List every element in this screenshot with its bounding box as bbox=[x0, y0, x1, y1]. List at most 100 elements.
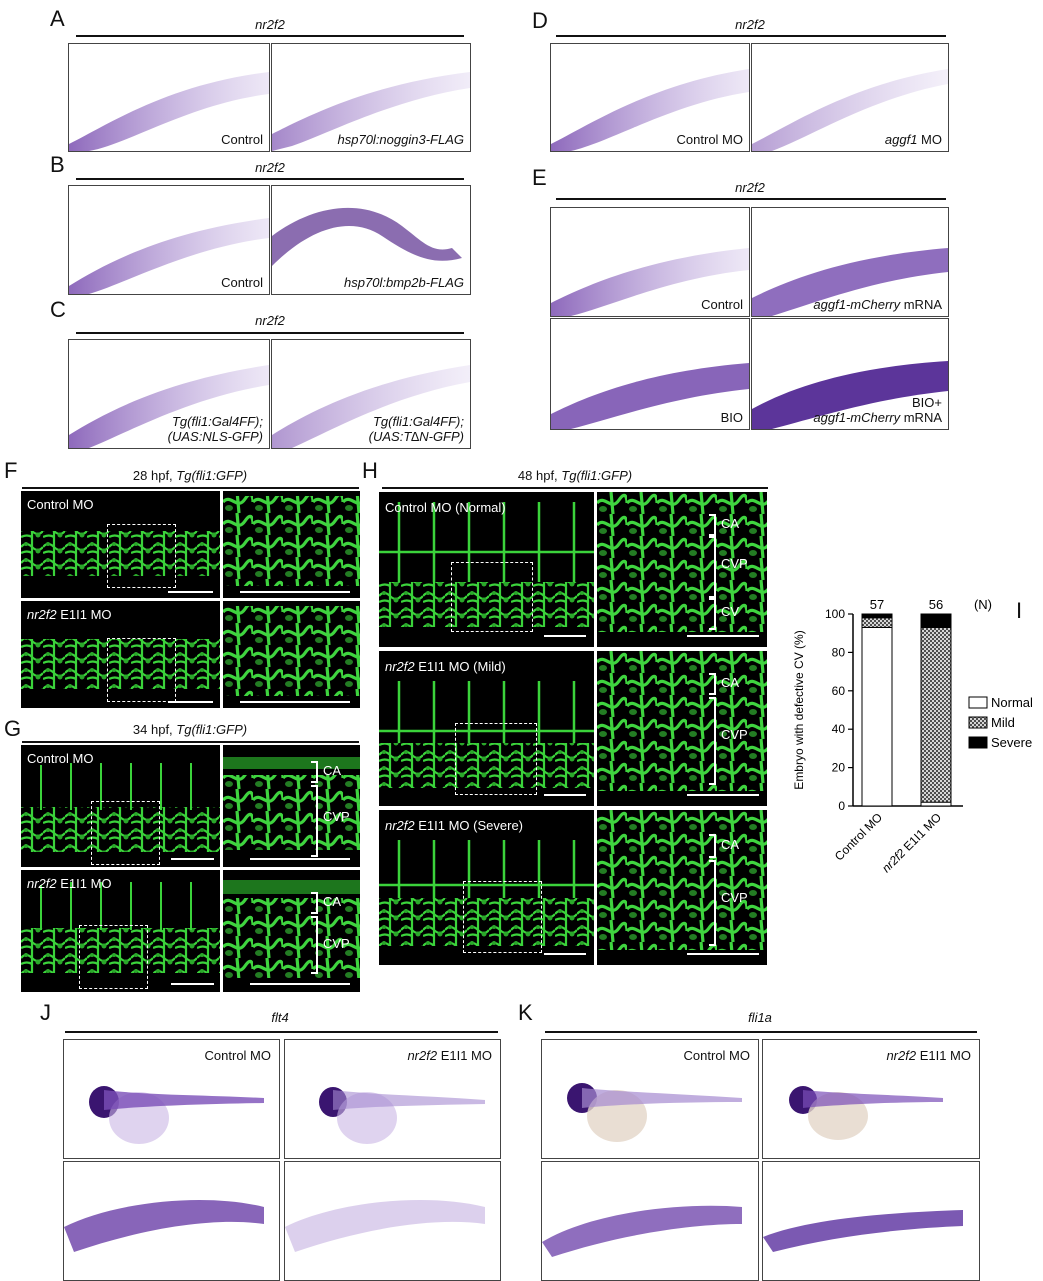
caption-c-left-line1: Tg(fli1:Gal4FF); bbox=[171, 414, 263, 429]
caption-g-bottom: nr2f2 E1I1 MO bbox=[27, 876, 112, 891]
n-label: (N) bbox=[974, 597, 992, 612]
scale-bar-h-top bbox=[544, 635, 586, 637]
panel-label-e: E bbox=[532, 165, 547, 190]
label-h-bot-ca: CA bbox=[721, 837, 740, 852]
gene-label-e: nr2f2 bbox=[735, 180, 765, 195]
scale-bar-h-bot-zoom bbox=[687, 953, 759, 955]
ish-image-k-tl: Control MO bbox=[541, 1039, 759, 1159]
caption-e-br-suffix: mRNA bbox=[900, 410, 942, 425]
caption-f-top: Control MO bbox=[27, 497, 94, 512]
caption-k-tl: Control MO bbox=[683, 1048, 750, 1063]
ish-image-e-tl: Control bbox=[550, 207, 750, 317]
roi-box-h-top bbox=[451, 562, 533, 632]
fluo-f-top-zoom bbox=[223, 491, 360, 598]
header-bar-a bbox=[76, 35, 464, 37]
caption-c-right: Tg(fli1:Gal4FF); (UAS:T∆N-GFP) bbox=[369, 414, 464, 444]
label-g-bottom-cvp: CVP bbox=[323, 936, 350, 951]
bracket-h-mid-cvp bbox=[709, 697, 716, 785]
title-f: 28 hpf, Tg(fli1:GFP) bbox=[20, 468, 360, 483]
roi-box-f-bottom bbox=[107, 638, 176, 702]
bracket-h-bot-cvp bbox=[709, 860, 716, 946]
roi-box-g-top bbox=[91, 801, 160, 865]
caption-f-bottom-gene: nr2f2 bbox=[27, 607, 57, 622]
bracket-h-top-cvp bbox=[709, 536, 716, 598]
caption-k-tr-gene: nr2f2 bbox=[886, 1048, 917, 1063]
roi-box-h-bot bbox=[463, 881, 542, 953]
ish-image-d-left: Control MO bbox=[550, 43, 750, 152]
scale-bar-f-bottom-zoom bbox=[240, 701, 350, 703]
caption-f-bottom-suffix: E1I1 MO bbox=[56, 607, 112, 622]
bracket-h-mid-ca bbox=[709, 673, 716, 695]
label-h-mid-cvp: CVP bbox=[721, 727, 748, 742]
panel-label-h: H bbox=[362, 458, 378, 483]
scale-bar-h-top-zoom bbox=[687, 635, 759, 637]
legend-label-mild: Mild bbox=[991, 715, 1015, 730]
label-h-bot-cvp: CVP bbox=[721, 890, 748, 905]
ish-image-j-tr: nr2f2 E1I1 MO bbox=[284, 1039, 501, 1159]
caption-d-right-gene: aggf1 bbox=[884, 132, 918, 147]
header-bar-c bbox=[76, 332, 464, 334]
caption-j-tl: Control MO bbox=[204, 1048, 271, 1063]
gene-label-j: flt4 bbox=[271, 1010, 289, 1025]
title-h-prefix: 48 hpf, bbox=[517, 468, 562, 483]
bracket-h-top-cv bbox=[709, 598, 716, 630]
header-bar-j bbox=[65, 1031, 498, 1033]
ish-image-a-right: hsp70l:noggin3-FLAG bbox=[271, 43, 471, 152]
title-h: 48 hpf, Tg(fli1:GFP) bbox=[380, 468, 770, 483]
y-tick-label: 20 bbox=[832, 761, 846, 775]
caption-b-left: Control bbox=[221, 275, 263, 290]
caption-e-br-line2: aggf1-mCherry mRNA bbox=[813, 410, 942, 425]
title-g: 34 hpf, Tg(fli1:GFP) bbox=[20, 722, 360, 737]
caption-e-br: BIO+ aggf1-mCherry mRNA bbox=[813, 395, 942, 425]
label-g-top-cvp: CVP bbox=[323, 809, 350, 824]
fluo-h-mid-zoom: CA CVP bbox=[597, 651, 767, 806]
fluo-h-bot-main: nr2f2 E1I1 MO (Severe) bbox=[379, 810, 594, 965]
fluo-g-top-main: Control MO bbox=[21, 745, 220, 867]
ish-image-e-tr: aggf1-mCherry mRNA bbox=[751, 207, 949, 317]
header-bar-h bbox=[382, 487, 768, 489]
bar-normal bbox=[920, 801, 952, 807]
y-tick-label: 80 bbox=[832, 645, 846, 659]
caption-g-bottom-gene: nr2f2 bbox=[27, 876, 57, 891]
title-f-prefix: 28 hpf, bbox=[132, 468, 177, 483]
panel-label-d: D bbox=[532, 8, 548, 33]
scale-bar-g-top bbox=[171, 858, 214, 860]
fluo-h-bot-zoom: CA CVP bbox=[597, 810, 767, 965]
caption-c-right-line2: (UAS:T∆N-GFP) bbox=[368, 429, 464, 444]
panel-label-g: G bbox=[4, 716, 22, 741]
caption-e-tr-gene: aggf1-mCherry bbox=[813, 297, 901, 312]
caption-d-right-suffix: MO bbox=[917, 132, 942, 147]
header-bar-b bbox=[76, 178, 464, 180]
bracket-g-bottom-ca bbox=[311, 892, 318, 914]
header-bar-d bbox=[556, 35, 946, 37]
caption-e-tl: Control bbox=[701, 297, 743, 312]
y-axis-label: Embryo with defective CV (%) bbox=[792, 630, 806, 789]
fluo-h-mid-main: nr2f2 E1I1 MO (Mild) bbox=[379, 651, 594, 806]
legend-swatch-normal bbox=[968, 696, 988, 709]
panel-label-b: B bbox=[50, 152, 65, 177]
roi-box-g-bottom bbox=[79, 925, 148, 989]
label-h-mid-ca: CA bbox=[721, 675, 740, 690]
gene-label-a: nr2f2 bbox=[255, 17, 285, 32]
y-tick-label: 100 bbox=[825, 607, 845, 621]
fluo-g-bottom-zoom: CA CVP bbox=[223, 870, 360, 992]
bracket-h-bot-ca bbox=[709, 834, 716, 858]
fluo-g-top-zoom: CA CVP bbox=[223, 745, 360, 867]
header-bar-k bbox=[545, 1031, 977, 1033]
caption-h-top: Control MO (Normal) bbox=[385, 500, 506, 515]
bar-normal bbox=[861, 626, 893, 807]
chart-i: 0 20 40 60 80 100 Embryo with defective CV (%)… bbox=[792, 597, 1033, 875]
scale-bar-h-bot bbox=[544, 953, 586, 955]
caption-h-mid: nr2f2 E1I1 MO (Mild) bbox=[385, 659, 506, 674]
caption-a-right: hsp70l:noggin3-FLAG bbox=[337, 132, 464, 147]
caption-j-tr: nr2f2 E1I1 MO bbox=[407, 1048, 492, 1063]
x-category-label: nr2f2 E1I1 MO bbox=[879, 810, 944, 875]
gene-label-b: nr2f2 bbox=[255, 160, 285, 175]
caption-b-right: hsp70l:bmp2b-FLAG bbox=[344, 275, 464, 290]
label-h-top-ca: CA bbox=[721, 516, 740, 531]
caption-c-left-line2: (UAS:NLS-GFP) bbox=[167, 429, 263, 444]
ish-image-e-br: BIO+ aggf1-mCherry mRNA bbox=[751, 318, 949, 430]
caption-c-left: Tg(fli1:Gal4FF); (UAS:NLS-GFP) bbox=[168, 414, 263, 444]
caption-a-left: Control bbox=[221, 132, 263, 147]
label-g-top-ca: CA bbox=[323, 763, 342, 778]
